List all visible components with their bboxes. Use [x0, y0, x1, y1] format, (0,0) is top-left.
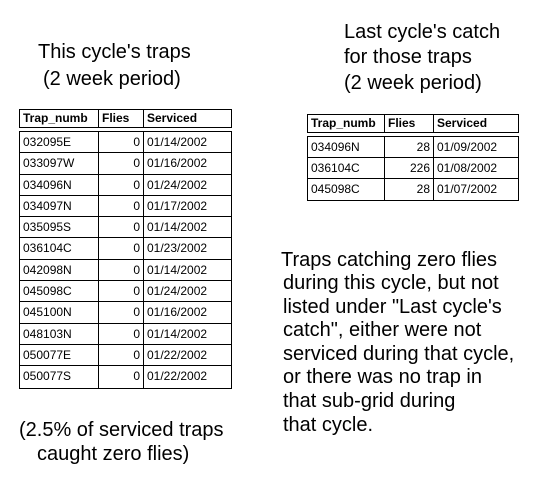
this-cycle-table: Trap_numb Flies Serviced 032095E 0 01/14/2…	[19, 109, 232, 389]
cell-flies: 0	[99, 302, 144, 323]
explanation-line1: Traps catching zero flies	[281, 249, 498, 271]
cell-serviced: 01/07/2002	[437, 182, 498, 196]
header-serviced: Serviced	[147, 111, 198, 125]
cell-serviced: 01/14/2002	[147, 262, 208, 277]
last-cycle-title-line3: (2 week period)	[344, 72, 482, 94]
cell-flies: 0	[99, 344, 144, 366]
explanation-line8: that cycle.	[283, 414, 374, 436]
header-serviced: Serviced	[437, 116, 488, 130]
cell-flies: 0	[99, 281, 144, 302]
table-row: 048103N 0 01/14/2002	[20, 323, 231, 345]
cell-trap-number: 032095E	[20, 132, 99, 153]
cell-trap-number: 050077E	[20, 344, 99, 366]
table-row: 033097W 0 01/16/2002	[20, 153, 231, 175]
cell-trap-number: 034096N	[20, 174, 99, 195]
cell-trap-number: 035095S	[20, 217, 99, 238]
cell-serviced: 01/14/2002	[147, 135, 208, 149]
table-row: 045098C 28 01/07/2002	[308, 179, 518, 200]
cell-trap-number: 034097N	[20, 195, 99, 217]
cell-flies: 0	[99, 174, 144, 195]
table-row: 045098C 0 01/24/2002	[20, 281, 231, 303]
cell-trap-number: 048103N	[20, 323, 99, 344]
zero-flies-note-line2: caught zero flies)	[37, 443, 190, 465]
explanation-line5: serviced during that cycle,	[283, 343, 515, 365]
cell-trap-number: 045098C	[308, 179, 385, 200]
cell-serviced: 01/14/2002	[147, 220, 208, 235]
cell-flies: 0	[99, 132, 144, 153]
cell-serviced: 01/24/2002	[147, 177, 208, 192]
header-trap-number: Trap_numb	[308, 115, 385, 132]
last-cycle-table-header: Trap_numb Flies Serviced	[307, 114, 519, 133]
cell-flies: 0	[99, 217, 144, 238]
table-row: 045100N 0 01/16/2002	[20, 302, 231, 324]
last-cycle-title-line1: Last cycle's catch	[344, 21, 501, 43]
table-row: 035095S 0 01/14/2002	[20, 217, 231, 239]
table-row: 034096N 0 01/24/2002	[20, 174, 231, 196]
cell-trap-number: 045100N	[20, 302, 99, 323]
cell-serviced: 01/16/2002	[147, 156, 208, 171]
cell-serviced: 01/22/2002	[147, 347, 208, 362]
cell-serviced: 01/23/2002	[147, 241, 208, 256]
cell-flies: 28	[385, 137, 434, 157]
cell-flies: 28	[385, 179, 434, 200]
last-cycle-title-line2: for those traps	[344, 46, 472, 68]
cell-serviced: 01/24/2002	[147, 284, 208, 299]
header-trap-number: Trap_numb	[20, 110, 99, 127]
table-row: 036104C 226 01/08/2002	[308, 158, 518, 179]
cell-trap-number: 045098C	[20, 281, 99, 302]
table-row: 034096N 28 01/09/2002	[308, 137, 518, 158]
table-row: 034097N 0 01/17/2002	[20, 195, 231, 218]
cell-serviced: 01/09/2002	[437, 140, 498, 154]
explanation-line3: listed under "Last cycle's	[283, 296, 502, 318]
header-flies: Flies	[99, 110, 144, 127]
cell-flies: 226	[385, 158, 434, 178]
header-flies: Flies	[385, 115, 434, 132]
cell-trap-number: 050077S	[20, 366, 99, 388]
last-cycle-table: Trap_numb Flies Serviced 034096N 28 01/09/…	[307, 114, 519, 201]
this-cycle-title-line2: (2 week period)	[43, 68, 181, 90]
cell-trap-number: 036104C	[308, 158, 385, 178]
cell-serviced: 01/17/2002	[147, 198, 208, 213]
cell-trap-number: 042098N	[20, 259, 99, 281]
last-cycle-table-body: 034096N 28 01/09/2002 036104C 226 01/08/2002 0…	[307, 136, 519, 201]
this-cycle-table-header: Trap_numb Flies Serviced	[19, 109, 232, 128]
cell-flies: 0	[99, 323, 144, 344]
table-row: 050077S 0 01/22/2002	[20, 366, 231, 388]
this-cycle-title-line1: This cycle's traps	[38, 41, 191, 63]
cell-serviced: 01/16/2002	[147, 305, 208, 320]
explanation-line7: that sub-grid during	[283, 390, 456, 412]
table-row: 050077E 0 01/22/2002	[20, 344, 231, 367]
explanation-line6: or there was no trap in	[283, 366, 482, 388]
cell-flies: 0	[99, 195, 144, 217]
table-row: 036104C 0 01/23/2002	[20, 238, 231, 260]
cell-serviced: 01/08/2002	[437, 161, 498, 175]
cell-flies: 0	[99, 238, 144, 259]
cell-flies: 0	[99, 366, 144, 388]
table-row: 032095E 0 01/14/2002	[20, 132, 231, 154]
cell-serviced: 01/14/2002	[147, 326, 208, 341]
zero-flies-note-line1: (2.5% of serviced traps	[19, 419, 224, 441]
cell-trap-number: 034096N	[308, 137, 385, 157]
explanation-line2: during this cycle, but not	[283, 272, 499, 294]
cell-flies: 0	[99, 153, 144, 174]
cell-serviced: 01/22/2002	[147, 369, 208, 384]
cell-trap-number: 033097W	[20, 153, 99, 174]
cell-trap-number: 036104C	[20, 238, 99, 259]
table-row: 042098N 0 01/14/2002	[20, 259, 231, 282]
cell-flies: 0	[99, 259, 144, 281]
this-cycle-table-body: 032095E 0 01/14/2002 033097W 0 01/16/2002 0340…	[19, 131, 232, 389]
explanation-line4: catch", either were not	[283, 319, 482, 341]
